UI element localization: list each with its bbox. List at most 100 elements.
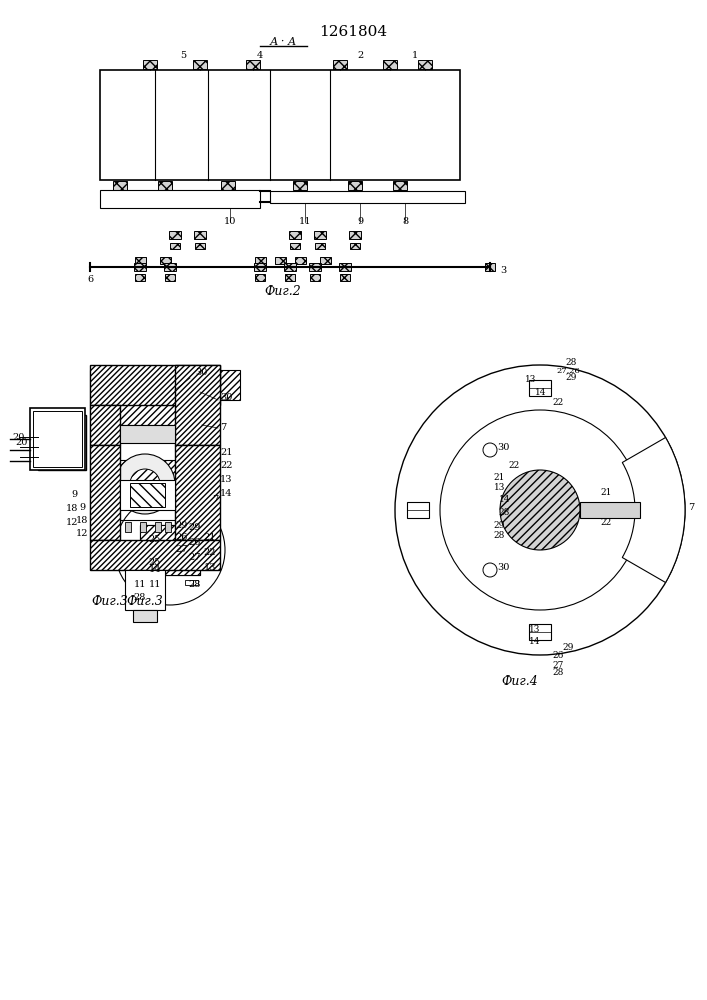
Text: 28: 28: [552, 668, 563, 677]
Bar: [90, 400, 210, 425]
Text: 22: 22: [552, 398, 563, 407]
Bar: [295, 256, 305, 263]
Bar: [100, 70, 460, 180]
Bar: [393, 180, 407, 190]
Text: 9: 9: [357, 217, 363, 226]
Text: 29: 29: [565, 373, 576, 382]
Bar: [349, 231, 361, 239]
Text: А · А: А · А: [269, 37, 297, 47]
Bar: [285, 273, 295, 280]
Text: 11: 11: [148, 580, 161, 589]
Bar: [120, 425, 175, 443]
Text: 14: 14: [148, 565, 161, 574]
Text: 7: 7: [212, 495, 218, 504]
Bar: [125, 522, 131, 532]
Bar: [348, 180, 362, 190]
Text: 27: 27: [552, 661, 563, 670]
Bar: [115, 483, 175, 497]
Text: 29: 29: [175, 521, 187, 530]
Bar: [350, 243, 360, 249]
Text: 21: 21: [600, 488, 612, 497]
Bar: [125, 570, 165, 610]
Text: 14: 14: [535, 388, 547, 397]
Text: 22: 22: [509, 461, 520, 470]
Text: 13: 13: [493, 483, 505, 492]
Text: 30: 30: [497, 563, 509, 572]
Bar: [140, 522, 146, 532]
Text: 18: 18: [66, 504, 78, 513]
Bar: [165, 273, 175, 280]
Bar: [133, 610, 157, 622]
Text: Фиг.3: Фиг.3: [92, 595, 129, 608]
Text: 28: 28: [189, 580, 201, 589]
Bar: [309, 263, 321, 271]
Circle shape: [115, 454, 175, 514]
Bar: [270, 191, 465, 203]
Text: 14: 14: [498, 495, 510, 504]
Text: 20: 20: [13, 433, 25, 442]
Text: 9: 9: [79, 503, 85, 512]
Bar: [529, 624, 551, 640]
Text: 29: 29: [562, 643, 573, 652]
Bar: [255, 256, 266, 263]
Bar: [185, 535, 193, 540]
Bar: [175, 365, 220, 445]
Text: 20: 20: [16, 438, 28, 447]
Text: 9: 9: [72, 490, 78, 499]
Bar: [339, 263, 351, 271]
Bar: [315, 243, 325, 249]
Text: 3: 3: [500, 266, 506, 275]
Bar: [90, 460, 210, 510]
Text: 6: 6: [87, 275, 93, 284]
Text: 13: 13: [204, 563, 216, 572]
Text: 22: 22: [220, 461, 233, 470]
Bar: [293, 180, 307, 190]
Text: 18: 18: [76, 516, 88, 525]
Text: 26: 26: [552, 651, 563, 660]
Text: 10: 10: [224, 217, 236, 226]
Text: 22: 22: [204, 548, 216, 557]
Text: 12: 12: [66, 518, 78, 527]
Bar: [158, 180, 172, 190]
Bar: [255, 273, 265, 280]
Text: 25: 25: [148, 558, 161, 567]
Bar: [340, 273, 350, 280]
Bar: [580, 502, 640, 518]
Text: 30: 30: [220, 393, 233, 402]
Bar: [195, 243, 205, 249]
Text: 14: 14: [220, 489, 233, 498]
Text: 11: 11: [134, 580, 146, 589]
Bar: [90, 365, 220, 405]
Bar: [254, 263, 266, 271]
Bar: [90, 405, 120, 445]
Text: 26: 26: [175, 533, 187, 542]
Bar: [90, 370, 240, 400]
Bar: [135, 478, 155, 502]
Bar: [418, 60, 432, 68]
Text: 28: 28: [493, 531, 505, 540]
Bar: [140, 525, 200, 575]
Text: 2: 2: [357, 51, 363, 60]
Text: 27: 27: [175, 545, 187, 554]
Wedge shape: [622, 438, 685, 582]
Text: 21: 21: [204, 533, 216, 542]
Bar: [90, 510, 115, 540]
Text: 27: 27: [189, 553, 201, 562]
Text: 5: 5: [180, 51, 186, 60]
Text: 7: 7: [688, 503, 694, 512]
Bar: [314, 231, 326, 239]
Bar: [120, 480, 175, 510]
Bar: [140, 525, 200, 575]
Bar: [164, 263, 176, 271]
Bar: [193, 535, 198, 540]
Bar: [529, 380, 551, 396]
Bar: [193, 565, 198, 570]
Text: 1261804: 1261804: [319, 25, 387, 39]
Text: 29: 29: [189, 523, 201, 532]
Bar: [485, 263, 495, 271]
Bar: [290, 243, 300, 249]
Bar: [90, 445, 120, 540]
Bar: [274, 256, 286, 263]
Text: 21: 21: [493, 473, 505, 482]
Text: Фиг.3: Фиг.3: [127, 595, 163, 608]
